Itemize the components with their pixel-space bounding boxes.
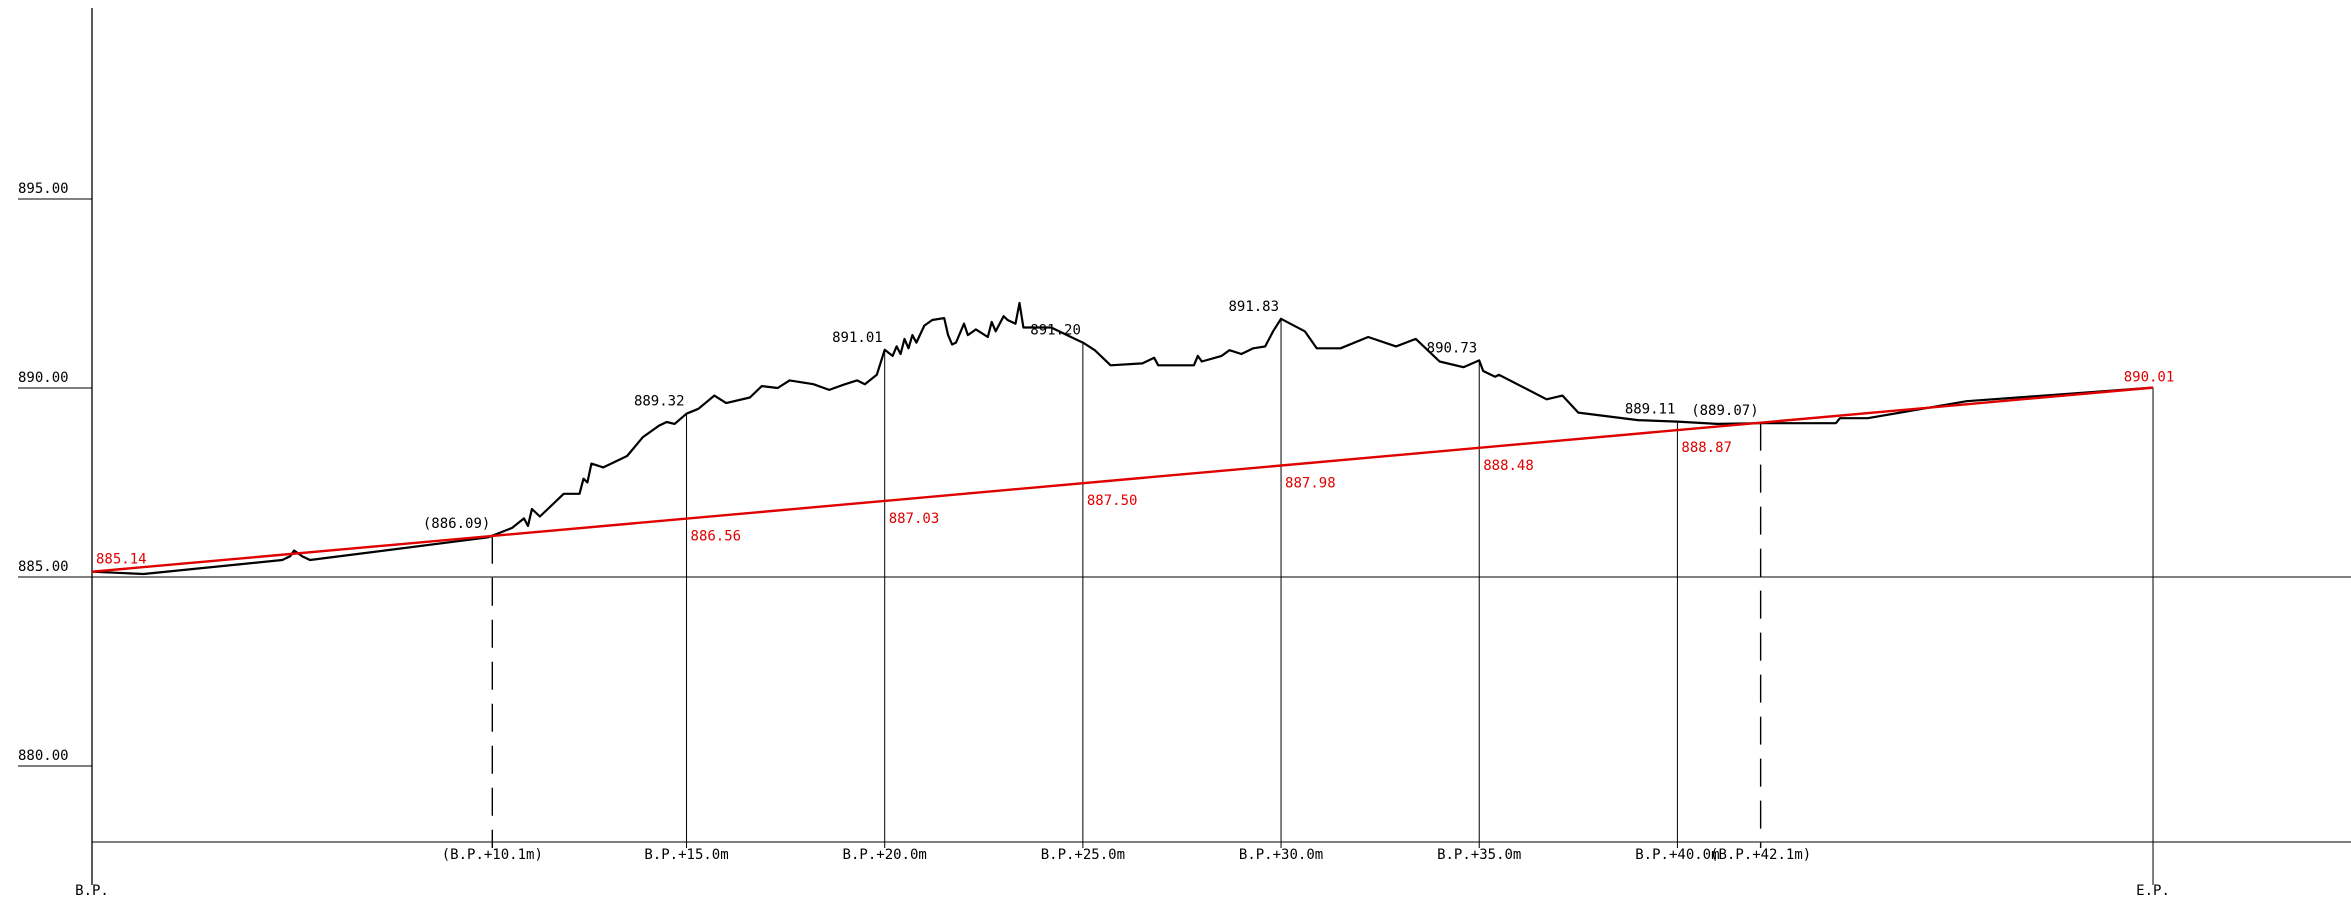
profile-frame: [91, 8, 2351, 885]
ground-elevation-label: 890.73: [1427, 340, 1478, 356]
station-label: (B.P.+10.1m): [442, 847, 543, 863]
ground-elevation-label: 889.32: [634, 394, 685, 410]
station-label: (B.P.+42.1m): [1710, 847, 1811, 863]
elevation-tick-label: 885.00: [18, 559, 69, 575]
elevation-tick-label: 880.00: [18, 748, 69, 764]
elevation-tick-label: 895.00: [18, 181, 69, 197]
ground-elevation-label: 891.20: [1030, 323, 1081, 339]
design-line-series: [91, 386, 2154, 573]
station-label: B.P.+30.0m: [1239, 847, 1323, 863]
ground-elevation-label: 891.01: [832, 330, 883, 346]
station-label: E.P.: [2136, 883, 2170, 899]
design-elevation-label: 887.03: [889, 511, 940, 527]
ground-elevation-label: 891.83: [1228, 299, 1279, 315]
station-label: B.P.+15.0m: [644, 847, 728, 863]
station-label: B.P.: [75, 883, 109, 899]
elevation-tick-label: 890.00: [18, 370, 69, 386]
station-labels: B.P. 885.14 (B.P.+10.1m) (886.09) B.P.+15.0m…: [75, 299, 2174, 899]
design-elevation-label: 887.50: [1087, 493, 1138, 509]
design-elevation-label: 886.56: [691, 529, 742, 545]
design-elevation-label: 888.48: [1483, 458, 1534, 474]
station-lines: [491, 318, 2154, 885]
elevation-axis: 895.00 890.00 885.00 880.00: [18, 181, 92, 767]
design-grade-line: [91, 386, 2154, 573]
ground-elevation-label: (889.07): [1691, 403, 1758, 419]
design-elevation-label: 885.14: [96, 552, 147, 568]
station-label: B.P.+40.0m: [1635, 847, 1719, 863]
ground-elevation-label: (886.09): [423, 516, 490, 532]
ground-profile-line: [91, 301, 2154, 576]
station-label: B.P.+20.0m: [843, 847, 927, 863]
design-elevation-label: 888.87: [1681, 440, 1732, 456]
ground-elevation-label: 889.11: [1625, 402, 1676, 418]
ground-profile-series: [91, 301, 2154, 576]
design-elevation-label: 890.01: [2124, 370, 2175, 386]
design-elevation-label: 887.98: [1285, 476, 1336, 492]
station-label: B.P.+35.0m: [1437, 847, 1521, 863]
station-label: B.P.+25.0m: [1041, 847, 1125, 863]
